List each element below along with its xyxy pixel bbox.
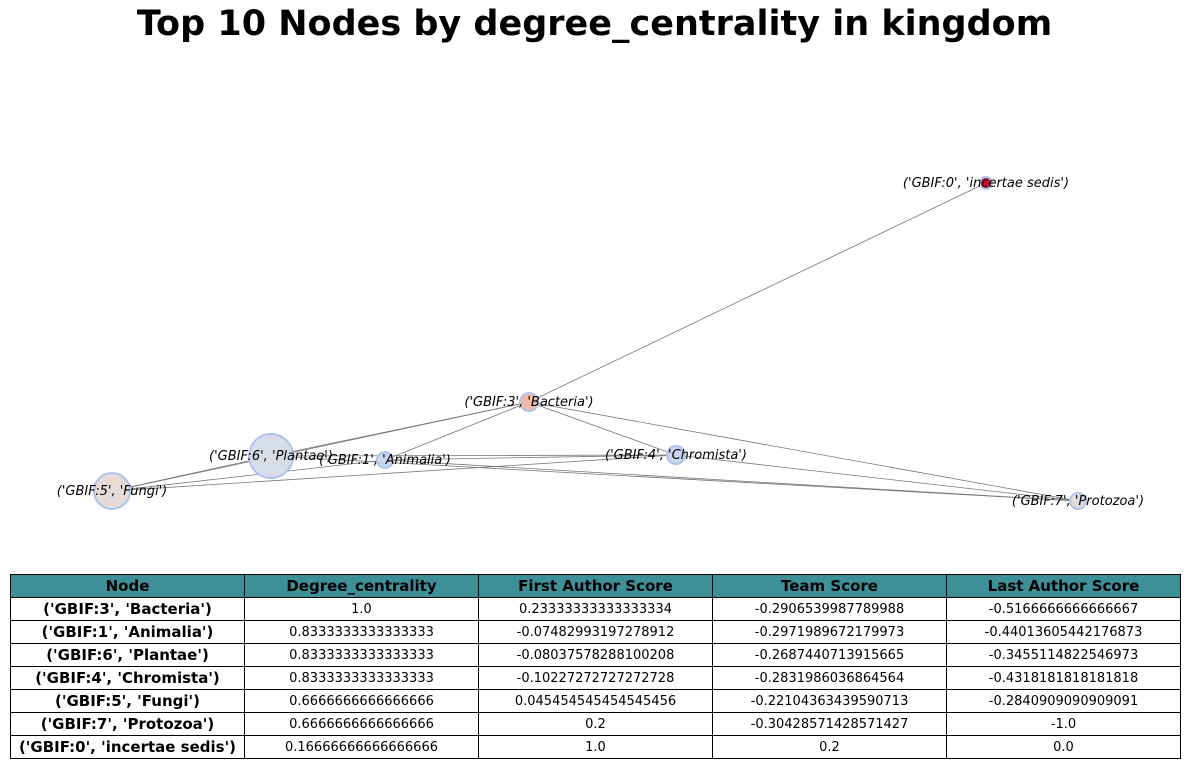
- cell-degree-centrality: 0.8333333333333333: [244, 666, 479, 690]
- cell-last-author-score: -0.44013605442176873: [946, 620, 1181, 644]
- graph-edge: [111, 459, 386, 492]
- graph-edge: [111, 401, 530, 492]
- cell-degree-centrality: 1.0: [244, 597, 479, 621]
- graph-edge: [384, 459, 1079, 502]
- cell-team-score: -0.2906539987789988: [712, 597, 947, 621]
- graph-node-gbif4: [666, 445, 686, 465]
- node-label-gbif5: ('GBIF:5', 'Fungi'): [57, 484, 168, 499]
- node-label-gbif1: ('GBIF:1', 'Animalia'): [319, 453, 451, 468]
- graph-edge: [675, 454, 1079, 502]
- cell-first-author-score: -0.08037578288100208: [478, 643, 713, 667]
- cell-first-author-score: 0.23333333333333334: [478, 597, 713, 621]
- table-row: ('GBIF:7', 'Protozoa') 0.666666666666666…: [10, 712, 1181, 736]
- node-label-gbif3: ('GBIF:3', 'Bacteria'): [464, 395, 593, 410]
- network-graph: ('GBIF:0', 'incertae sedis') ('GBIF:3', '…: [57, 176, 1144, 510]
- cell-node: ('GBIF:3', 'Bacteria'): [10, 597, 245, 621]
- graph-edge: [270, 455, 1079, 502]
- cell-node: ('GBIF:4', 'Chromista'): [10, 666, 245, 690]
- graph-node-gbif0: [979, 176, 993, 190]
- graph-edge: [270, 454, 677, 457]
- graph-node-gbif6: [248, 433, 294, 479]
- cell-team-score: -0.22104363439590713: [712, 689, 947, 713]
- node-label-gbif0: ('GBIF:0', 'incertae sedis'): [903, 176, 1069, 191]
- cell-last-author-score: 0.0: [946, 735, 1181, 759]
- label-layer: ('GBIF:0', 'incertae sedis') ('GBIF:3', '…: [57, 176, 1144, 509]
- table-row: ('GBIF:4', 'Chromista') 0.83333333333333…: [10, 666, 1181, 690]
- results-table: Node Degree_centrality First Author Scor…: [10, 574, 1181, 759]
- cell-node: ('GBIF:1', 'Animalia'): [10, 620, 245, 644]
- column-header-degree-centrality: Degree_centrality: [244, 574, 479, 598]
- cell-team-score: -0.2831986036864564: [712, 666, 947, 690]
- cell-last-author-score: -0.4318181818181818: [946, 666, 1181, 690]
- table-row: ('GBIF:3', 'Bacteria') 1.0 0.23333333333…: [10, 597, 1181, 621]
- cell-degree-centrality: 0.8333333333333333: [244, 643, 479, 667]
- graph-node-gbif1: [376, 451, 394, 469]
- node-label-gbif4: ('GBIF:4', 'Chromista'): [605, 448, 747, 463]
- cell-first-author-score: -0.10227272727272728: [478, 666, 713, 690]
- table-row: ('GBIF:1', 'Animalia') 0.833333333333333…: [10, 620, 1181, 644]
- table-row: ('GBIF:5', 'Fungi') 0.6666666666666666 0…: [10, 689, 1181, 713]
- cell-last-author-score: -0.3455114822546973: [946, 643, 1181, 667]
- graph-edge: [528, 401, 677, 456]
- cell-first-author-score: 0.045454545454545456: [478, 689, 713, 713]
- graph-edge: [111, 455, 272, 492]
- cell-degree-centrality: 0.16666666666666666: [244, 735, 479, 759]
- cell-degree-centrality: 0.8333333333333333: [244, 620, 479, 644]
- graph-node-gbif7: [1069, 492, 1087, 510]
- column-header-first-author-score: First Author Score: [478, 574, 713, 598]
- cell-first-author-score: -0.07482993197278912: [478, 620, 713, 644]
- cell-last-author-score: -1.0: [946, 712, 1181, 736]
- graph-edge: [111, 454, 677, 492]
- column-header-last-author-score: Last Author Score: [946, 574, 1181, 598]
- cell-team-score: -0.30428571428571427: [712, 712, 947, 736]
- table-row: ('GBIF:0', 'incertae sedis') 0.166666666…: [10, 735, 1181, 759]
- node-label-gbif7: ('GBIF:7', 'Protozoa'): [1012, 494, 1144, 509]
- cell-node: ('GBIF:7', 'Protozoa'): [10, 712, 245, 736]
- table-row: ('GBIF:6', 'Plantae') 0.8333333333333333…: [10, 643, 1181, 667]
- cell-node: ('GBIF:6', 'Plantae'): [10, 643, 245, 667]
- cell-team-score: -0.2971989672179973: [712, 620, 947, 644]
- cell-first-author-score: 0.2: [478, 712, 713, 736]
- graph-edge: [528, 182, 987, 403]
- cell-node: ('GBIF:5', 'Fungi'): [10, 689, 245, 713]
- chart-title: Top 10 Nodes by degree_centrality in kin…: [136, 4, 1053, 44]
- cell-team-score: 0.2: [712, 735, 947, 759]
- table-header-row: Node Degree_centrality First Author Scor…: [10, 574, 1181, 598]
- cell-node: ('GBIF:0', 'incertae sedis'): [10, 735, 245, 759]
- graph-node-gbif3: [519, 392, 539, 412]
- column-header-node: Node: [10, 574, 245, 598]
- column-header-team-score: Team Score: [712, 574, 947, 598]
- cell-last-author-score: -0.2840909090909091: [946, 689, 1181, 713]
- cell-last-author-score: -0.5166666666666667: [946, 597, 1181, 621]
- node-label-gbif6: ('GBIF:6', 'Plantae'): [209, 449, 333, 464]
- cell-degree-centrality: 0.6666666666666666: [244, 689, 479, 713]
- graph-edge: [384, 454, 677, 461]
- node-layer: [93, 176, 1087, 510]
- graph-edge: [528, 401, 1079, 502]
- edge-layer: [111, 182, 1079, 502]
- graph-node-gbif5: [93, 472, 131, 510]
- cell-degree-centrality: 0.6666666666666666: [244, 712, 479, 736]
- cell-team-score: -0.2687440713915665: [712, 643, 947, 667]
- cell-first-author-score: 1.0: [478, 735, 713, 759]
- graph-edge: [384, 401, 530, 461]
